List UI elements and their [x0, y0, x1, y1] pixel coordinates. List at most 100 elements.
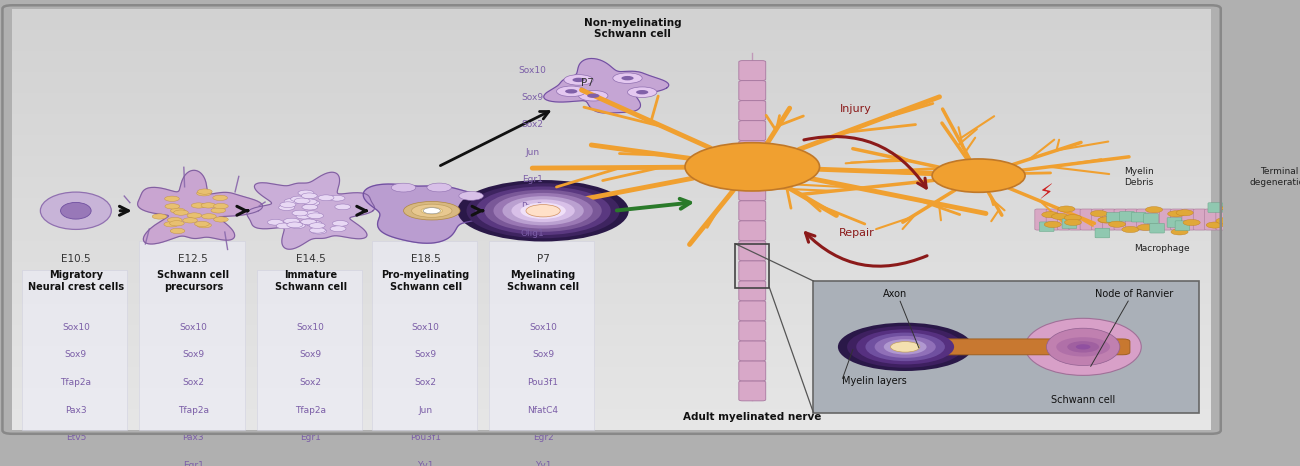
Circle shape [298, 190, 313, 196]
FancyBboxPatch shape [1160, 209, 1173, 230]
Circle shape [485, 190, 602, 232]
Circle shape [276, 223, 292, 229]
Text: Sox10: Sox10 [296, 323, 325, 332]
FancyBboxPatch shape [738, 161, 766, 181]
Text: Sox9: Sox9 [299, 350, 322, 359]
Circle shape [285, 199, 300, 204]
FancyBboxPatch shape [489, 241, 594, 430]
Circle shape [572, 78, 585, 82]
FancyBboxPatch shape [1258, 193, 1300, 247]
Text: Migratory
Neural crest cells: Migratory Neural crest cells [27, 270, 123, 292]
Circle shape [1058, 206, 1075, 212]
Text: Tfap2a: Tfap2a [295, 406, 326, 415]
Circle shape [838, 323, 972, 371]
Circle shape [302, 204, 317, 210]
Ellipse shape [61, 202, 91, 219]
Text: Sox2: Sox2 [300, 378, 321, 387]
FancyBboxPatch shape [1149, 223, 1165, 233]
Circle shape [168, 218, 182, 223]
Circle shape [302, 199, 317, 205]
Text: P7: P7 [537, 254, 550, 264]
Circle shape [164, 222, 178, 227]
Text: Olig1: Olig1 [520, 229, 543, 238]
Circle shape [280, 202, 296, 207]
Circle shape [1109, 221, 1126, 227]
Circle shape [165, 204, 179, 209]
FancyBboxPatch shape [1148, 209, 1161, 230]
FancyBboxPatch shape [257, 270, 363, 430]
Circle shape [1183, 219, 1200, 226]
FancyBboxPatch shape [1227, 209, 1240, 230]
FancyBboxPatch shape [738, 301, 766, 321]
Circle shape [1145, 206, 1162, 213]
Circle shape [1091, 211, 1108, 217]
Circle shape [467, 183, 620, 238]
Circle shape [291, 196, 307, 202]
Circle shape [566, 89, 577, 94]
FancyBboxPatch shape [1239, 209, 1252, 230]
Circle shape [152, 214, 166, 219]
Circle shape [866, 333, 945, 361]
FancyBboxPatch shape [738, 221, 766, 241]
Bar [12, 262, 1212, 272]
Circle shape [308, 213, 324, 219]
Circle shape [329, 195, 344, 201]
Text: Sox10: Sox10 [179, 323, 207, 332]
Circle shape [195, 221, 209, 226]
Circle shape [848, 326, 963, 368]
Circle shape [1041, 212, 1059, 218]
Text: Yy1: Yy1 [417, 461, 434, 466]
Bar [12, 125, 1212, 135]
Circle shape [294, 198, 311, 204]
Circle shape [287, 222, 303, 228]
Circle shape [170, 208, 185, 213]
Circle shape [1076, 344, 1091, 350]
Text: Injury: Injury [840, 104, 872, 114]
Circle shape [268, 219, 283, 225]
FancyBboxPatch shape [1244, 214, 1258, 223]
Circle shape [191, 203, 205, 208]
FancyBboxPatch shape [1256, 218, 1270, 227]
Bar [12, 399, 1212, 409]
FancyBboxPatch shape [22, 270, 127, 430]
Circle shape [335, 204, 351, 210]
Bar [12, 388, 1212, 399]
Circle shape [1176, 210, 1193, 216]
Text: Jun: Jun [525, 148, 540, 157]
Text: Pou3f1: Pou3f1 [411, 433, 441, 442]
Circle shape [330, 226, 346, 232]
FancyBboxPatch shape [1046, 209, 1059, 230]
Circle shape [1098, 217, 1115, 223]
FancyBboxPatch shape [738, 61, 766, 81]
Bar [12, 114, 1212, 125]
Ellipse shape [412, 204, 452, 217]
Circle shape [1171, 229, 1188, 235]
Circle shape [1056, 337, 1110, 356]
FancyBboxPatch shape [1131, 212, 1147, 222]
Bar [12, 146, 1212, 156]
Text: Sox9: Sox9 [415, 350, 437, 359]
Text: Node of Ranvier: Node of Ranvier [1096, 289, 1174, 299]
FancyBboxPatch shape [139, 241, 244, 430]
Circle shape [502, 196, 584, 226]
Bar [12, 103, 1212, 114]
Circle shape [685, 143, 819, 191]
FancyBboxPatch shape [1057, 209, 1070, 230]
Circle shape [1065, 219, 1082, 226]
FancyBboxPatch shape [1232, 202, 1247, 212]
Circle shape [309, 227, 325, 233]
FancyBboxPatch shape [1126, 209, 1139, 230]
Circle shape [290, 223, 305, 228]
Circle shape [1235, 220, 1252, 227]
Circle shape [1044, 221, 1061, 227]
FancyBboxPatch shape [1136, 209, 1149, 230]
Text: Sox9: Sox9 [65, 350, 87, 359]
Circle shape [304, 211, 320, 217]
Text: Sox10: Sox10 [62, 323, 90, 332]
Text: Schwann cell
precursors: Schwann cell precursors [157, 270, 229, 292]
Bar [12, 167, 1212, 178]
Bar [12, 283, 1212, 293]
Bar [12, 272, 1212, 283]
Circle shape [1223, 215, 1240, 221]
Circle shape [306, 220, 322, 226]
